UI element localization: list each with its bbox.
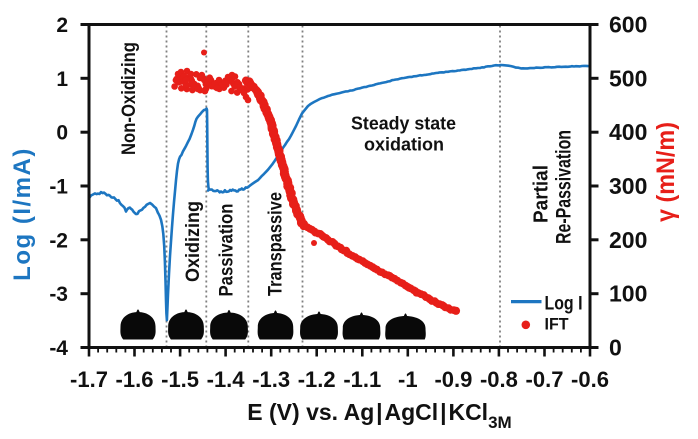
svg-text:-0.7: -0.7 xyxy=(526,367,564,392)
svg-text:-1: -1 xyxy=(398,367,418,392)
svg-text:Re-Passivation: Re-Passivation xyxy=(553,130,576,244)
svg-text:2: 2 xyxy=(56,14,68,37)
svg-text:-2: -2 xyxy=(49,229,68,252)
svg-text:300: 300 xyxy=(609,173,647,199)
svg-text:200: 200 xyxy=(609,227,647,253)
svg-text:400: 400 xyxy=(609,119,647,145)
svg-text:600: 600 xyxy=(609,12,647,38)
svg-text:Partial: Partial xyxy=(530,165,552,223)
svg-text:Steady state: Steady state xyxy=(351,114,456,134)
svg-text:γ (mN/m): γ (mN/m) xyxy=(652,122,680,222)
svg-text:500: 500 xyxy=(609,65,647,91)
svg-text:Log (I/mA): Log (I/mA) xyxy=(9,147,36,281)
svg-text:IFT: IFT xyxy=(545,315,570,334)
svg-text:Non-Oxidizing: Non-Oxidizing xyxy=(119,42,140,155)
svg-text:-4: -4 xyxy=(49,337,68,360)
svg-text:1: 1 xyxy=(56,68,68,91)
svg-text:0: 0 xyxy=(56,122,68,145)
svg-text:Transpassive: Transpassive xyxy=(266,192,287,296)
svg-text:oxidation: oxidation xyxy=(364,135,444,155)
svg-text:0: 0 xyxy=(609,335,622,361)
svg-text:Oxidizing: Oxidizing xyxy=(183,201,204,282)
svg-text:-1.1: -1.1 xyxy=(343,367,381,392)
svg-text:-1: -1 xyxy=(49,176,68,199)
svg-text:-0.8: -0.8 xyxy=(480,367,518,392)
svg-text:-0.6: -0.6 xyxy=(571,367,609,392)
svg-text:-1.3: -1.3 xyxy=(252,367,290,392)
svg-text:-1.4: -1.4 xyxy=(207,367,246,392)
svg-text:Passivation: Passivation xyxy=(217,204,238,297)
svg-text:-0.9: -0.9 xyxy=(434,367,472,392)
svg-text:100: 100 xyxy=(609,281,647,307)
svg-text:-1.7: -1.7 xyxy=(70,367,108,392)
svg-text:-1.2: -1.2 xyxy=(298,367,336,392)
svg-text:-1.5: -1.5 xyxy=(161,367,199,392)
svg-text:-3: -3 xyxy=(49,283,68,306)
svg-text:-1.6: -1.6 xyxy=(116,367,154,392)
svg-text:Log I: Log I xyxy=(545,294,583,315)
